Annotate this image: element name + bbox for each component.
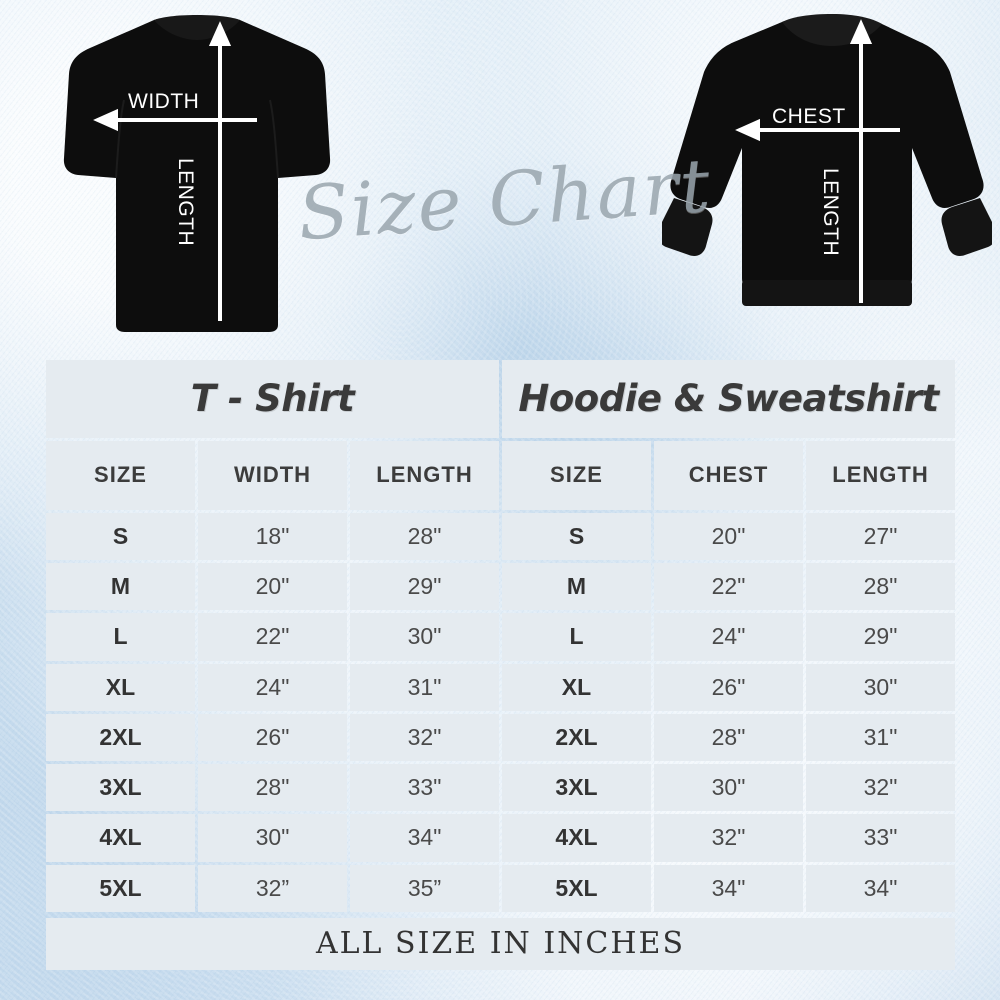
tshirt-width: 30" [198, 814, 347, 862]
tshirt-length: 35” [350, 864, 499, 912]
tshirt-width: 28" [198, 764, 347, 812]
tshirt-size: L [46, 613, 195, 661]
table-row: 2XL 26" 32" 2XL 28" 31" [46, 713, 955, 762]
hoodie-size: 2XL [502, 713, 651, 762]
table-title-row: T - Shirt Hoodie & Sweatshirt [46, 360, 955, 438]
tshirt-size: 4XL [46, 814, 195, 862]
tshirt-length: 31" [350, 663, 499, 711]
hoodie-length: 29" [806, 613, 955, 661]
tshirt-body-shape [63, 17, 331, 332]
tshirt-left-sleeve-seam [115, 99, 125, 179]
hoodie-length: 34" [806, 864, 955, 912]
tshirt-width: 26" [198, 713, 347, 762]
tshirt-width-arrow-head [93, 108, 118, 132]
sweatshirt-chest-arrow-head [735, 118, 760, 142]
tshirt-width-label: WIDTH [128, 90, 200, 113]
sweatshirt-length-arrow-head [849, 19, 873, 44]
sweatshirt-measure-lines [735, 19, 900, 303]
sweatshirt-svg [662, 14, 992, 306]
table-row: 4XL 30" 34" 4XL 32" 33" [46, 814, 955, 862]
tshirt-illustration [42, 8, 352, 348]
tshirt-right-sleeve-seam [269, 99, 279, 179]
sweatshirt-hem-ribbing [742, 280, 912, 306]
header-tshirt-width: WIDTH [198, 440, 347, 510]
table-row: S 18" 28" S 20" 27" [46, 512, 955, 560]
all-size-in-inches-note: ALL SIZE IN INCHES [46, 917, 955, 971]
tshirt-length: 33" [350, 764, 499, 812]
sweatshirt-length-label: LENGTH [819, 168, 842, 257]
sweatshirt-body-shape [670, 16, 984, 290]
header-hoodie-length: LENGTH [806, 440, 955, 510]
tshirt-width: 32” [198, 864, 347, 912]
hoodie-chest: 20" [654, 512, 803, 560]
hoodie-length: 30" [806, 663, 955, 711]
hoodie-chest: 30" [654, 764, 803, 812]
table-row: XL 24" 31" XL 26" 30" [46, 663, 955, 711]
tshirt-size: XL [46, 663, 195, 711]
hoodie-size: M [502, 562, 651, 611]
table-row: 5XL 32” 35” 5XL 34" 34" [46, 864, 955, 912]
sweatshirt-illustration [662, 8, 992, 348]
hoodie-length: 33" [806, 814, 955, 862]
hoodie-size: L [502, 613, 651, 661]
hoodie-size: 5XL [502, 864, 651, 912]
size-chart-table: T - Shirt Hoodie & Sweatshirt SIZE WIDTH… [46, 360, 955, 971]
table-footer-row: ALL SIZE IN INCHES [46, 917, 955, 971]
hoodie-size: XL [502, 663, 651, 711]
tshirt-length: 34" [350, 814, 499, 862]
hoodie-size: 3XL [502, 764, 651, 812]
hoodie-table-title: Hoodie & Sweatshirt [502, 360, 955, 438]
tshirt-svg [63, 15, 331, 332]
tshirt-size: M [46, 562, 195, 611]
header-hoodie-chest: CHEST [654, 440, 803, 510]
header-tshirt-length: LENGTH [350, 440, 499, 510]
table-row: 3XL 28" 33" 3XL 30" 32" [46, 764, 955, 812]
tshirt-measure-lines [93, 21, 257, 321]
sweatshirt-right-cuff [941, 198, 992, 256]
hoodie-chest: 32" [654, 814, 803, 862]
tshirt-width: 22" [198, 613, 347, 661]
tshirt-length-label: LENGTH [174, 158, 197, 247]
table-row: M 20" 29" M 22" 28" [46, 562, 955, 611]
tshirt-size: 2XL [46, 713, 195, 762]
tshirt-size: 5XL [46, 864, 195, 912]
tshirt-size: S [46, 512, 195, 560]
hoodie-length: 28" [806, 562, 955, 611]
hoodie-length: 27" [806, 512, 955, 560]
tshirt-width: 20" [198, 562, 347, 611]
sweatshirt-left-cuff [662, 198, 713, 256]
hoodie-chest: 24" [654, 613, 803, 661]
sweatshirt-chest-label: CHEST [772, 105, 846, 128]
hoodie-chest: 22" [654, 562, 803, 611]
tshirt-length: 28" [350, 512, 499, 560]
tshirt-size: 3XL [46, 764, 195, 812]
table-row: L 22" 30" L 24" 29" [46, 613, 955, 661]
tshirt-length-arrow-head [208, 21, 232, 46]
table-header-row: SIZE WIDTH LENGTH SIZE CHEST LENGTH [46, 440, 955, 510]
hoodie-length: 31" [806, 713, 955, 762]
hoodie-chest: 28" [654, 713, 803, 762]
tshirt-length: 29" [350, 562, 499, 611]
hoodie-chest: 34" [654, 864, 803, 912]
hoodie-size: S [502, 512, 651, 560]
header-tshirt-size: SIZE [46, 440, 195, 510]
hoodie-length: 32" [806, 764, 955, 812]
tshirt-length: 30" [350, 613, 499, 661]
header-hoodie-size: SIZE [502, 440, 651, 510]
hoodie-size: 4XL [502, 814, 651, 862]
tshirt-width: 24" [198, 663, 347, 711]
hoodie-chest: 26" [654, 663, 803, 711]
tshirt-width: 18" [198, 512, 347, 560]
tshirt-table-title: T - Shirt [46, 360, 499, 438]
tshirt-length: 32" [350, 713, 499, 762]
